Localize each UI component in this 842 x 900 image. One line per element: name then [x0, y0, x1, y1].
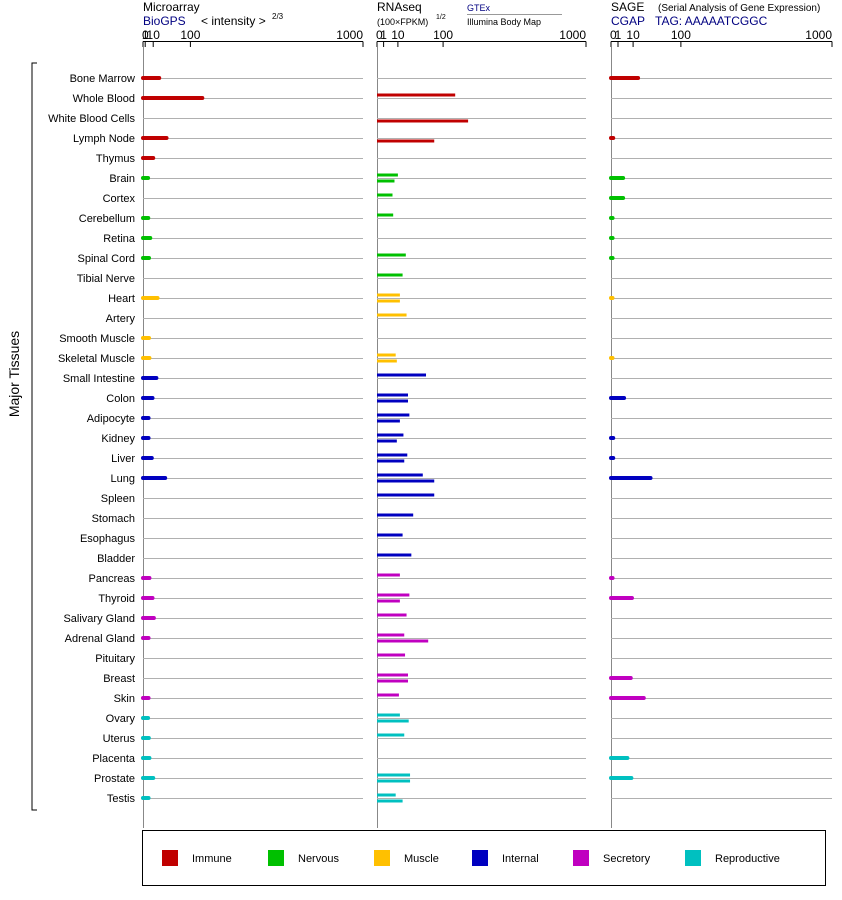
sage-tag-link[interactable]: TAG: AAAAATCGGC — [655, 14, 768, 28]
tissue-label: Lymph Node — [73, 133, 135, 145]
legend-label-internal: Internal — [502, 853, 539, 865]
tissue-label: Bone Marrow — [70, 73, 135, 85]
tissue-label: Adipocyte — [87, 413, 135, 425]
rnaseq-scale-label: (100×FPKM) — [377, 17, 428, 27]
tissue-label: Spinal Cord — [78, 253, 135, 265]
tissue-label: Kidney — [101, 433, 135, 445]
rnaseq-title: RNAseq — [377, 0, 422, 14]
legend-swatch-immune — [162, 850, 178, 866]
tissue-label: Breast — [103, 673, 135, 685]
rnaseq-tick-label: 100 — [433, 28, 453, 42]
tissue-label: White Blood Cells — [48, 113, 135, 125]
sage-tick-label: 0 — [610, 28, 617, 42]
rnaseq-ibm-label: Illumina Body Map — [467, 17, 541, 27]
legend-label-nervous: Nervous — [298, 853, 339, 865]
tissue-label: Tibial Nerve — [77, 273, 135, 285]
tissue-label: Skeletal Muscle — [58, 353, 135, 365]
tissue-label: Lung — [111, 473, 135, 485]
sage-tick-label: 1 — [615, 28, 622, 42]
tissue-label: Whole Blood — [73, 93, 135, 105]
tissue-label: Uterus — [103, 733, 136, 745]
legend-swatch-reproductive — [685, 850, 701, 866]
y-axis-label: Major Tissues — [6, 331, 22, 417]
tissue-label: Artery — [106, 313, 136, 325]
rnaseq-tick-label: 1000 — [559, 28, 586, 42]
microarray-title: Microarray — [143, 0, 200, 14]
sage-source-link[interactable]: CGAP — [611, 14, 645, 28]
tissue-bracket — [31, 62, 37, 811]
rnaseq-tick-label: 0 — [376, 28, 383, 42]
rnaseq-gtex-link[interactable]: GTEx — [467, 3, 491, 13]
tissue-label: Ovary — [106, 713, 136, 725]
legend-label-secretory: Secretory — [603, 853, 651, 865]
tissue-label: Colon — [106, 393, 135, 405]
legend-swatch-muscle — [374, 850, 390, 866]
sage-title: SAGE — [611, 0, 644, 14]
microarray-tick-label: 0 — [142, 28, 149, 42]
microarray-tick-label: 1000 — [336, 28, 363, 42]
legend-label-reproductive: Reproductive — [715, 853, 780, 865]
tissue-label: Testis — [107, 793, 136, 805]
tissue-label: Thymus — [96, 153, 136, 165]
legend-swatch-nervous — [268, 850, 284, 866]
tissue-label: Thyroid — [98, 593, 135, 605]
sage-tick-label: 100 — [671, 28, 691, 42]
tissue-label: Smooth Muscle — [59, 333, 135, 345]
tissue-label: Brain — [109, 173, 135, 185]
sage-subtitle: (Serial Analysis of Gene Expression) — [658, 3, 820, 14]
tissue-label: Placenta — [92, 753, 136, 765]
microarray-source-link[interactable]: BioGPS — [143, 14, 186, 28]
tissue-label: Pancreas — [89, 573, 136, 585]
microarray-scale-exponent: 2/3 — [272, 12, 284, 21]
tissue-label: Liver — [111, 453, 135, 465]
rnaseq-tick-label: 10 — [391, 28, 405, 42]
legend-swatch-internal — [472, 850, 488, 866]
legend-swatch-secretory — [573, 850, 589, 866]
rnaseq-tick-label: 1 — [380, 28, 387, 42]
rnaseq-scale-exponent: 1/2 — [436, 14, 446, 21]
tissue-label: Skin — [114, 693, 135, 705]
tissue-label: Cerebellum — [79, 213, 135, 225]
tissue-label: Small Intestine — [63, 373, 135, 385]
legend-label-immune: Immune — [192, 853, 232, 865]
sage-tick-label: 1000 — [805, 28, 832, 42]
tissue-label: Spleen — [101, 493, 135, 505]
microarray-tick-label: 100 — [180, 28, 200, 42]
tissue-label: Stomach — [92, 513, 135, 525]
tissue-label: Heart — [108, 293, 135, 305]
microarray-tick-label: 10 — [147, 28, 161, 42]
tissue-label: Salivary Gland — [63, 613, 135, 625]
tissue-label: Esophagus — [80, 533, 136, 545]
microarray-tick-label: 1 — [142, 28, 149, 42]
microarray-scale-label: < intensity > — [201, 14, 266, 28]
legend-label-muscle: Muscle — [404, 853, 439, 865]
tissue-label: Adrenal Gland — [65, 633, 135, 645]
tissue-label: Bladder — [97, 553, 135, 565]
tissue-label: Pituitary — [95, 653, 135, 665]
sage-tick-label: 10 — [626, 28, 640, 42]
tissue-label: Retina — [103, 233, 136, 245]
tissue-label: Prostate — [94, 773, 135, 785]
tissue-label: Cortex — [103, 193, 136, 205]
